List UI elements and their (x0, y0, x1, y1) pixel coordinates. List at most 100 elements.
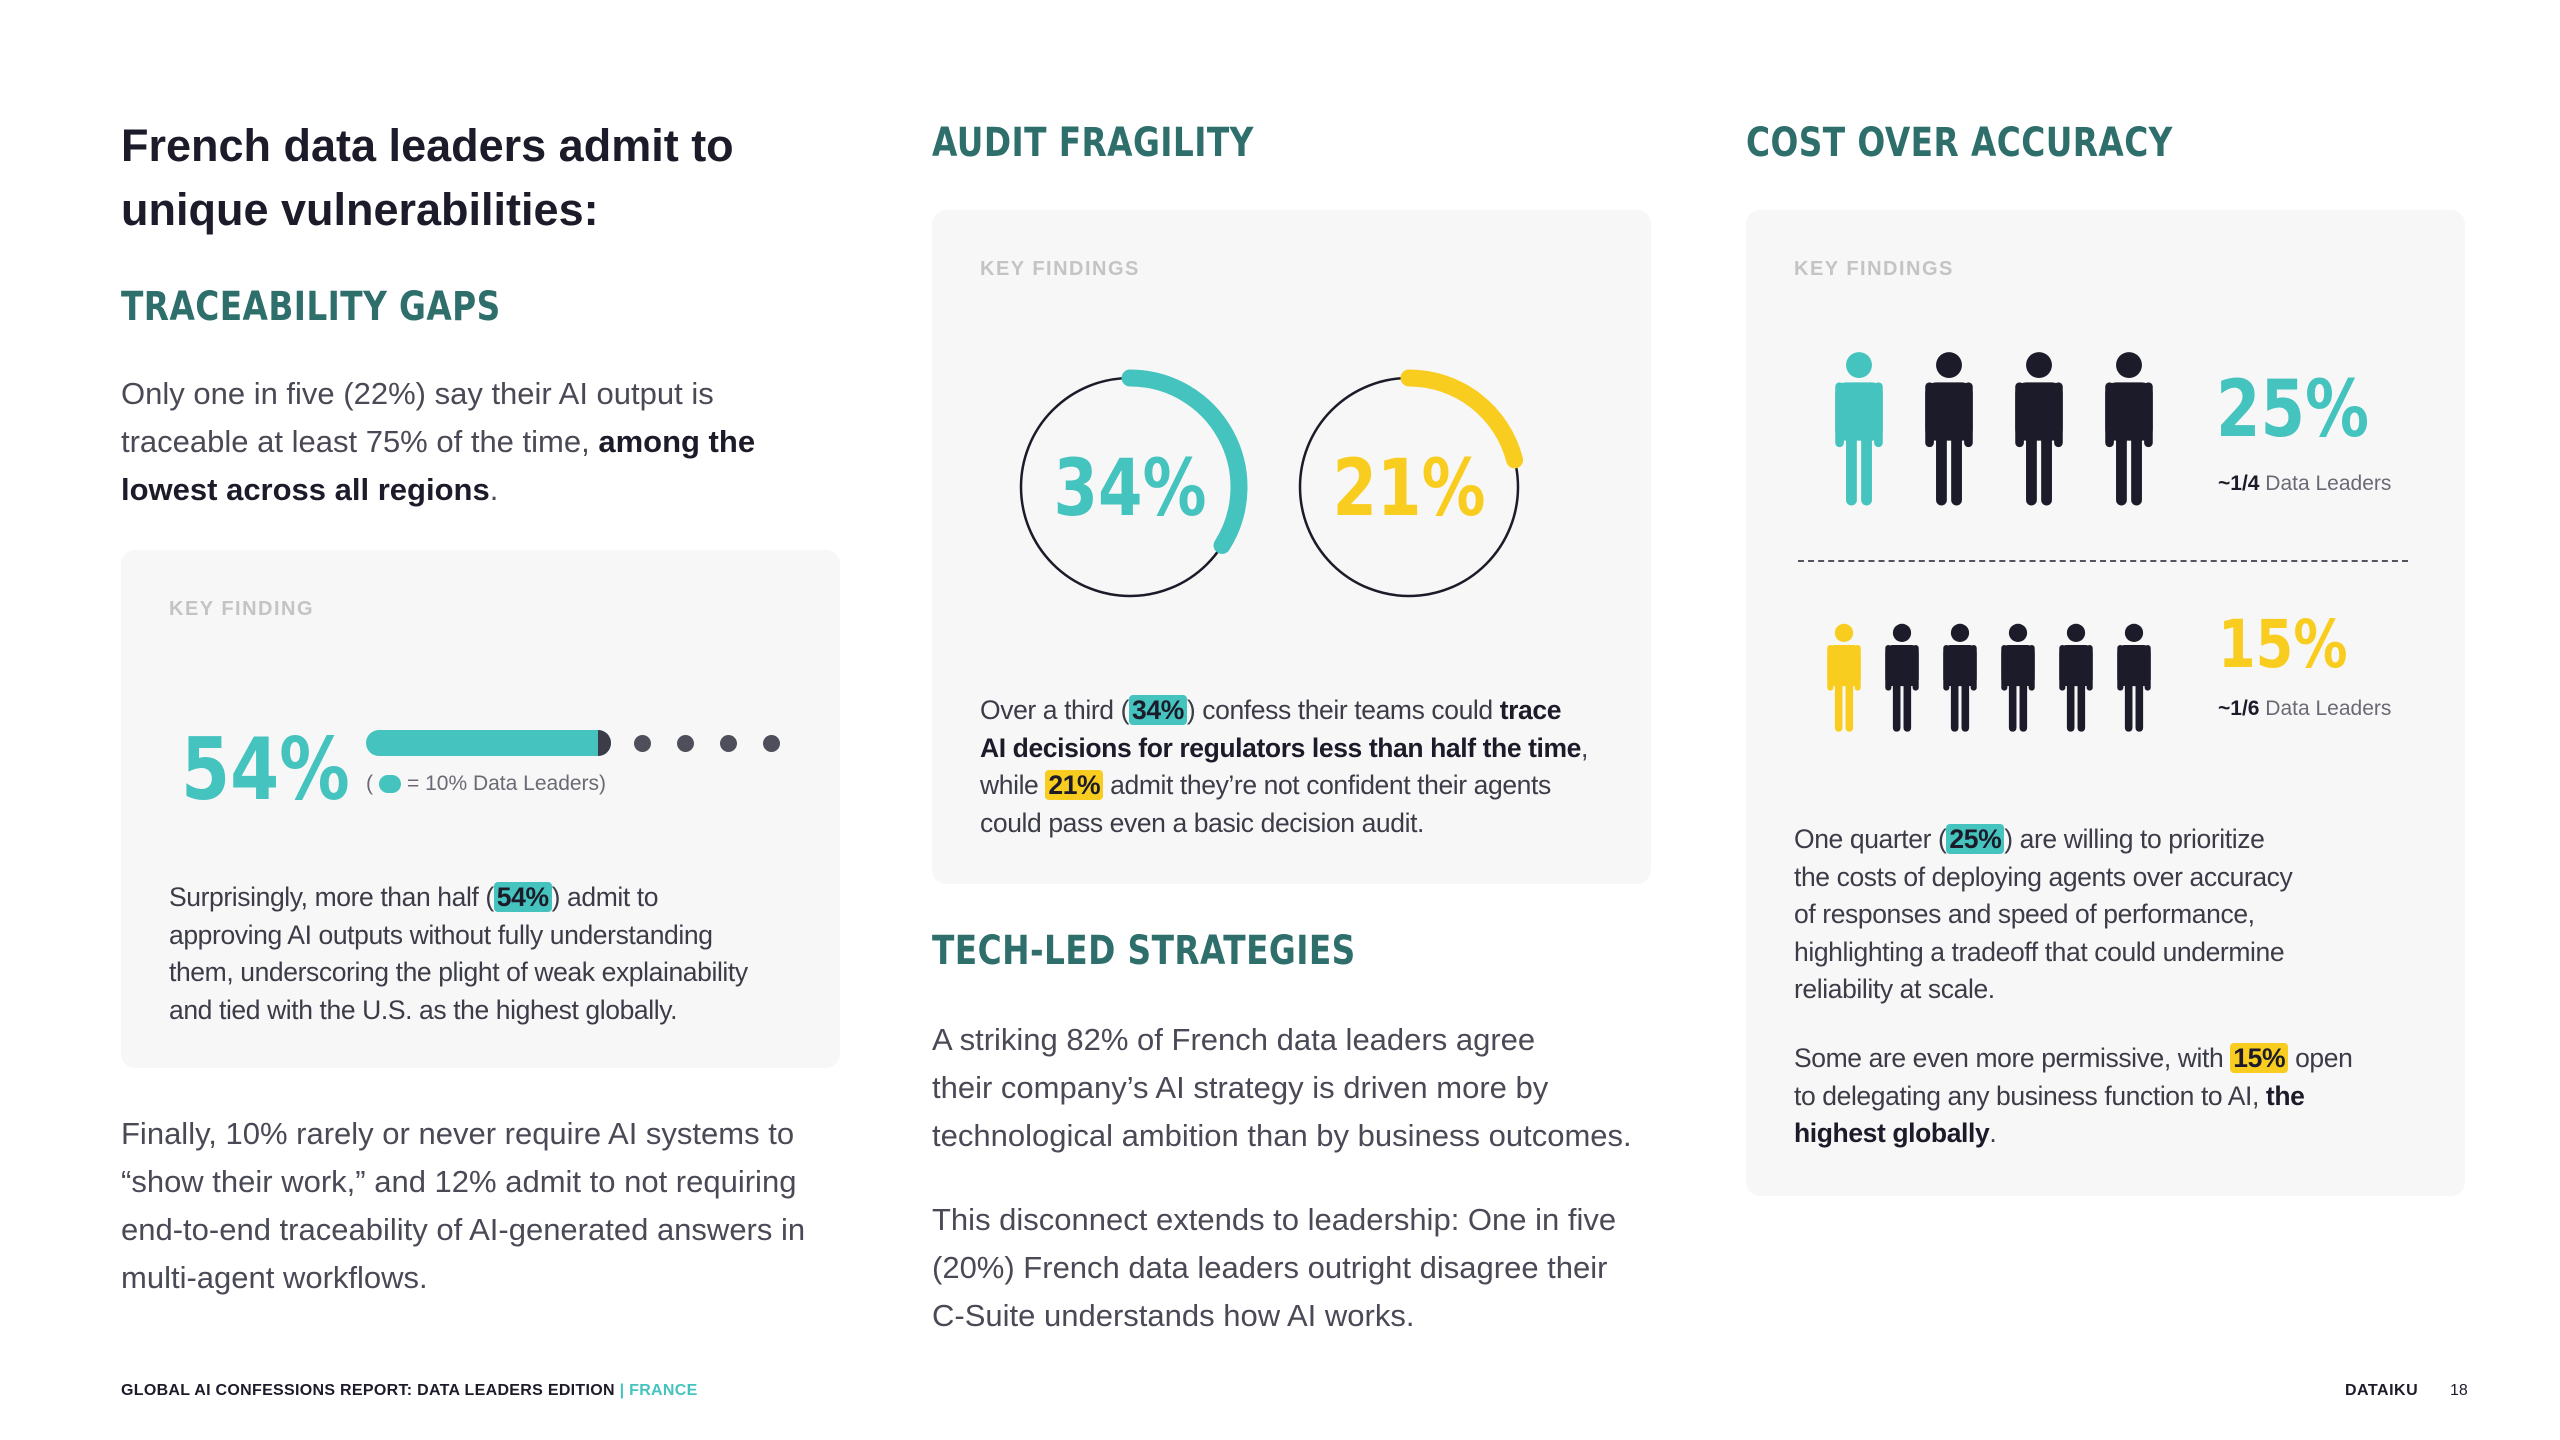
audit-heading: AUDIT FRAGILITY (932, 120, 1254, 166)
audit-line1-pre: Over a third ( (980, 695, 1130, 725)
progress-dot (763, 735, 780, 752)
row1-caption-text: Data Leaders (2259, 472, 2392, 495)
progress-dot (634, 735, 651, 752)
person-icon (1827, 623, 1861, 732)
key-finding-line3: them, underscoring the plight of weak ex… (169, 957, 748, 987)
tech-p2-line2: (20%) French data leaders outright disag… (932, 1250, 1608, 1285)
highlight-34: 34% (1129, 695, 1187, 725)
progress-track (366, 730, 786, 756)
traceability-paragraph: Only one in five (22%) say their AI outp… (121, 370, 755, 514)
donut-21-label: 21% (1332, 443, 1485, 534)
finally-line2: “show their work,” and 12% admit to not … (121, 1164, 797, 1199)
row1-caption: ~1/4 Data Leaders (2218, 472, 2391, 496)
tech-p1-line1: A striking 82% of French data leaders ag… (932, 1022, 1536, 1057)
cost-text-2: Some are even more permissive, with 15% … (1794, 1040, 2353, 1153)
donut-21-arc (1400, 369, 1524, 469)
audit-key-findings-label: KEY FINDINGS (980, 258, 1140, 280)
tech-paragraph-2: This disconnect extends to leadership: O… (932, 1196, 1616, 1340)
traceability-line2: traceable at least 75% of the time, amon… (121, 418, 755, 466)
footer-separator: | (614, 1382, 630, 1399)
donut-34-arc (1121, 369, 1248, 554)
key-finding-card: KEY FINDING 54% ( = 10% Data Leaders) Su… (121, 550, 840, 1068)
finally-line4: multi-agent workflows. (121, 1260, 428, 1295)
audit-line3: while 21% admit they’re not confident th… (980, 767, 1588, 805)
people-row-2 (1827, 623, 2151, 732)
cost-p1-line4: highlighting a tradeoff that could under… (1794, 936, 2285, 967)
progress-marker (598, 730, 611, 756)
audit-card: KEY FINDINGS 34% 21% Over a third (34%) … (932, 210, 1651, 884)
progress-dot (677, 735, 694, 752)
cost-card: KEY FINDINGS 25% ~1/4 Data Leaders (1746, 210, 2465, 1196)
person-icon (2117, 623, 2151, 732)
cost-p1-line1-post: ) are willing to prioritize (2004, 824, 2265, 854)
finally-line1: Finally, 10% rarely or never require AI … (121, 1116, 795, 1151)
key-finding-label: KEY FINDING (169, 598, 315, 620)
person-icon (2015, 352, 2063, 506)
highlight-21: 21% (1045, 770, 1104, 800)
cost-p2-line2-pre: to delegating any business function to A… (1794, 1080, 2266, 1111)
page-number: 18 (2450, 1382, 2468, 1399)
traceability-line3-text: . (489, 472, 499, 507)
progress-fill (366, 730, 611, 756)
cost-heading: COST OVER ACCURACY (1746, 120, 2173, 166)
person-icon (1943, 623, 1977, 732)
cost-p2-line1-pre: Some are even more permissive, with (1794, 1043, 2231, 1073)
tech-p2-line1: This disconnect extends to leadership: O… (932, 1202, 1617, 1237)
audit-line2-bold: AI decisions for regulators less than ha… (980, 732, 1582, 763)
person-icon (1885, 623, 1919, 732)
stat-15: 15% (2218, 606, 2348, 683)
finally-line3: end-to-end traceability of AI-generated … (121, 1212, 806, 1247)
cost-p2-line1: Some are even more permissive, with 15% … (1794, 1040, 2353, 1078)
cost-p2-line2-bold: the (2265, 1080, 2305, 1111)
donut-charts: 34% 21% (1019, 369, 1524, 598)
key-finding-line1-post: ) admit to (551, 882, 659, 912)
person-icon (1835, 352, 1883, 506)
cost-p2-line3: highest globally. (1794, 1115, 2352, 1153)
traceability-line2-text: traceable at least 75% of the time, (121, 424, 599, 459)
cost-p2-line1-post: open (2288, 1043, 2353, 1073)
tech-paragraph-1: A striking 82% of French data leaders ag… (932, 1016, 1632, 1160)
key-finding-line1-pre: Surprisingly, more than half ( (169, 882, 494, 912)
person-icon (2059, 623, 2093, 732)
cost-p1-line1-pre: One quarter ( (1794, 824, 1947, 854)
stat-54: 54% (181, 720, 350, 820)
audit-text: Over a third (34%) confess their teams c… (980, 692, 1588, 842)
tech-p1-line3: technological ambition than by business … (932, 1118, 1632, 1153)
traceability-line3-bold: lowest across all regions (121, 472, 490, 507)
row1-caption-bold: ~1/4 (2218, 472, 2260, 495)
cost-p1-line2: the costs of deploying agents over accur… (1794, 861, 2293, 892)
person-icon (2001, 623, 2035, 732)
audit-line3-post: admit they’re not confident their agents (1103, 770, 1551, 800)
highlight-15: 15% (2230, 1043, 2289, 1073)
audit-line1-bold: trace (1499, 695, 1562, 725)
legend-text: = 10% Data Leaders) (407, 772, 607, 795)
people-row-1 (1835, 352, 2153, 506)
row2-caption-text: Data Leaders (2259, 697, 2392, 720)
legend-open: ( (366, 772, 373, 795)
key-finding-line1: Surprisingly, more than half (54%) admit… (169, 879, 748, 917)
key-finding-text: Surprisingly, more than half (54%) admit… (169, 879, 748, 1029)
cost-p1-line5: reliability at scale. (1794, 974, 1995, 1004)
tech-p1-line2: their company’s AI strategy is driven mo… (932, 1070, 1549, 1105)
key-finding-line4: and tied with the U.S. as the highest gl… (169, 994, 678, 1025)
footer-country: FRANCE (629, 1382, 698, 1399)
cost-p1-line1: One quarter (25%) are willing to priorit… (1794, 821, 2292, 859)
audit-line3-pre: while (980, 770, 1046, 800)
stat-25: 25% (2216, 365, 2370, 455)
finally-paragraph: Finally, 10% rarely or never require AI … (121, 1110, 805, 1302)
audit-line2: AI decisions for regulators less than ha… (980, 730, 1588, 768)
donut-34-label: 34% (1053, 443, 1206, 534)
intro-heading: French data leaders admit to unique vuln… (121, 114, 734, 242)
progress-legend: ( = 10% Data Leaders) (366, 772, 606, 796)
audit-line2-post: , (1581, 732, 1588, 763)
footer-report-title: GLOBAL AI CONFESSIONS REPORT: DATA LEADE… (121, 1382, 615, 1399)
progress-dot (720, 735, 737, 752)
tech-p2-line3: C-Suite understands how AI works. (932, 1298, 1415, 1333)
cost-p2-line3-post: . (1989, 1118, 1997, 1148)
audit-line4: could pass even a basic decision audit. (980, 807, 1425, 838)
key-finding-line2: approving AI outputs without fully under… (169, 919, 713, 950)
row2-caption: ~1/6 Data Leaders (2218, 697, 2391, 721)
traceability-line1: Only one in five (22%) say their AI outp… (121, 376, 714, 411)
cost-key-findings-label: KEY FINDINGS (1794, 258, 1954, 280)
cost-p1-line3: of responses and speed of performance, (1794, 899, 2255, 929)
